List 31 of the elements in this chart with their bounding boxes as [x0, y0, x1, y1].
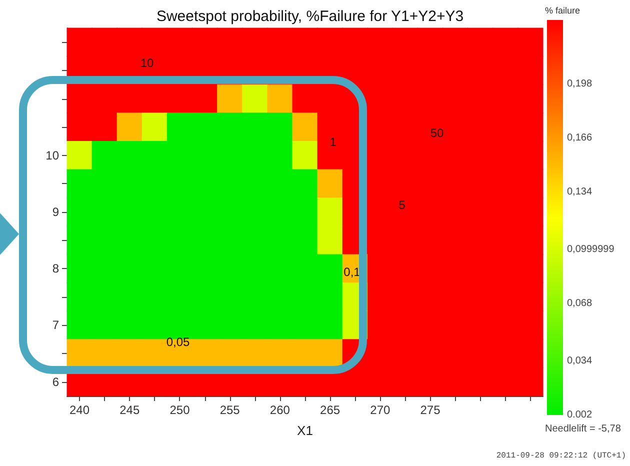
x-tick-label: 275	[420, 403, 441, 417]
text: 2011-09-28 09:22:12 (UTC+1)	[496, 452, 626, 460]
color-bar-label: 0,198	[567, 78, 592, 90]
y-tick-label: 7	[52, 318, 60, 332]
x-tick-label: 270	[370, 403, 390, 417]
y-tick-label: 10	[46, 148, 60, 162]
annotation: 50	[430, 126, 444, 140]
text: Needlelift = -5,78	[545, 424, 622, 434]
x-tick-label: 245	[120, 403, 140, 417]
color-bar-label: 0,034	[567, 355, 592, 366]
x-axis-title: X1	[297, 423, 313, 438]
y-tick-label: 8	[52, 262, 60, 276]
x-tick-label: 265	[320, 403, 340, 417]
y-tick-label: 6	[52, 374, 60, 389]
x-tick-label: 255	[220, 403, 240, 417]
annotation: 10	[140, 56, 154, 70]
annotation: 5	[398, 198, 406, 212]
color-bar-label: 0.002	[567, 410, 592, 420]
annotation: 0,05	[166, 335, 190, 349]
color-bar-label: 0,166	[567, 132, 592, 144]
annotation: 0,1	[344, 265, 361, 279]
color-bar-title: % failure	[545, 6, 580, 16]
color-bar-label: 0,068	[567, 298, 592, 310]
x-tick-label: 240	[70, 403, 90, 417]
color-bar-label: 0,0999999	[567, 244, 615, 256]
y-tick-label: 9	[52, 205, 60, 219]
x-tick-label: 250	[170, 403, 190, 417]
color-bar-label: 0,134	[567, 186, 592, 198]
annotation: 1	[330, 135, 337, 149]
x-tick-label: 260	[270, 403, 290, 417]
chart-title: Sweetspot probability, %Failure for Y1+Y2+Y3	[156, 8, 464, 25]
